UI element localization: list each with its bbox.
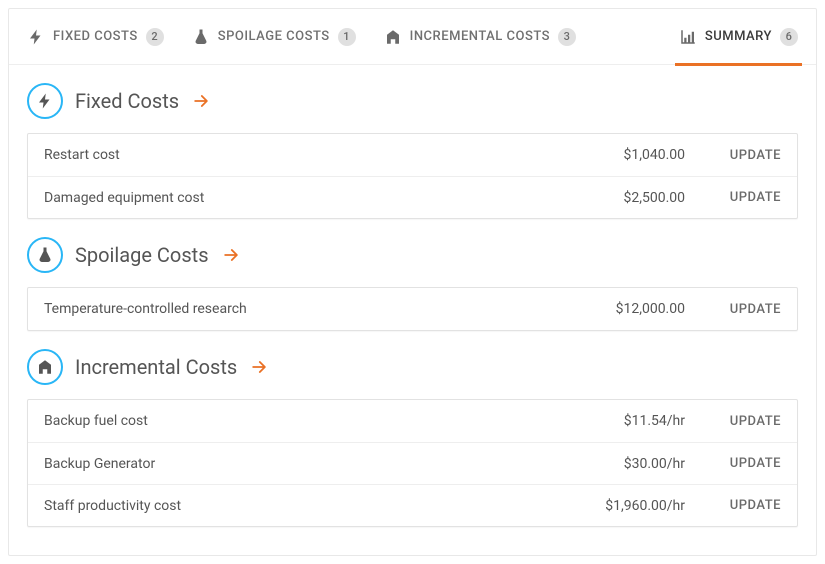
list-item: Staff productivity cost $1,960.00/hr UPD… <box>28 484 797 526</box>
tab-badge: 6 <box>780 28 798 46</box>
row-label: Temperature-controlled research <box>44 301 555 317</box>
tab-label: SPOILAGE COSTS <box>218 29 330 44</box>
section-fixed-costs: Fixed Costs Restart cost $1,040.00 UPDAT… <box>27 83 798 219</box>
arrow-right-icon <box>249 357 269 377</box>
tab-fixed-costs[interactable]: FIXED COSTS 2 <box>27 9 164 65</box>
section-title: Spoilage Costs <box>75 243 209 267</box>
row-label: Damaged equipment cost <box>44 190 555 206</box>
tab-summary[interactable]: SUMMARY 6 <box>679 9 798 65</box>
tab-label: SUMMARY <box>705 29 772 44</box>
tab-label: FIXED COSTS <box>53 29 138 44</box>
tab-badge: 3 <box>558 28 576 46</box>
flask-icon <box>27 237 63 273</box>
bolt-icon <box>27 83 63 119</box>
list-item: Damaged equipment cost $2,500.00 UPDATE <box>28 176 797 218</box>
section-spoilage-costs: Spoilage Costs Temperature-controlled re… <box>27 237 798 331</box>
arrow-right-icon <box>221 245 241 265</box>
update-button[interactable]: UPDATE <box>701 414 781 429</box>
row-value: $1,040.00 <box>555 147 685 163</box>
section-title: Incremental Costs <box>75 355 237 379</box>
tab-badge: 2 <box>146 28 164 46</box>
list-item: Restart cost $1,040.00 UPDATE <box>28 134 797 176</box>
update-button[interactable]: UPDATE <box>701 498 781 513</box>
tab-badge: 1 <box>338 28 356 46</box>
section-header-fixed[interactable]: Fixed Costs <box>27 83 798 119</box>
row-label: Restart cost <box>44 147 555 163</box>
row-value: $30.00/hr <box>555 456 685 472</box>
summary-content: Fixed Costs Restart cost $1,040.00 UPDAT… <box>9 65 816 555</box>
list-item: Temperature-controlled research $12,000.… <box>28 288 797 330</box>
list-item: Backup fuel cost $11.54/hr UPDATE <box>28 400 797 442</box>
row-label: Staff productivity cost <box>44 498 555 514</box>
row-value: $1,960.00/hr <box>555 498 685 514</box>
chart-icon <box>679 28 697 46</box>
building-icon <box>27 349 63 385</box>
section-header-spoilage[interactable]: Spoilage Costs <box>27 237 798 273</box>
row-value: $2,500.00 <box>555 190 685 206</box>
arrow-right-icon <box>191 91 211 111</box>
list-incremental: Backup fuel cost $11.54/hr UPDATE Backup… <box>27 399 798 527</box>
tabs-bar: FIXED COSTS 2 SPOILAGE COSTS 1 INCREMENT… <box>9 9 816 65</box>
update-button[interactable]: UPDATE <box>701 190 781 205</box>
building-icon <box>384 28 402 46</box>
flask-icon <box>192 28 210 46</box>
row-value: $11.54/hr <box>555 413 685 429</box>
list-spoilage: Temperature-controlled research $12,000.… <box>27 287 798 331</box>
tab-spoilage-costs[interactable]: SPOILAGE COSTS 1 <box>192 9 356 65</box>
tab-label: INCREMENTAL COSTS <box>410 29 550 44</box>
update-button[interactable]: UPDATE <box>701 302 781 317</box>
update-button[interactable]: UPDATE <box>701 148 781 163</box>
section-title: Fixed Costs <box>75 89 179 113</box>
row-label: Backup Generator <box>44 456 555 472</box>
update-button[interactable]: UPDATE <box>701 456 781 471</box>
tab-incremental-costs[interactable]: INCREMENTAL COSTS 3 <box>384 9 576 65</box>
section-header-incremental[interactable]: Incremental Costs <box>27 349 798 385</box>
row-label: Backup fuel cost <box>44 413 555 429</box>
row-value: $12,000.00 <box>555 301 685 317</box>
summary-card: FIXED COSTS 2 SPOILAGE COSTS 1 INCREMENT… <box>8 8 817 556</box>
list-item: Backup Generator $30.00/hr UPDATE <box>28 442 797 484</box>
bolt-icon <box>27 28 45 46</box>
section-incremental-costs: Incremental Costs Backup fuel cost $11.5… <box>27 349 798 527</box>
list-fixed: Restart cost $1,040.00 UPDATE Damaged eq… <box>27 133 798 219</box>
